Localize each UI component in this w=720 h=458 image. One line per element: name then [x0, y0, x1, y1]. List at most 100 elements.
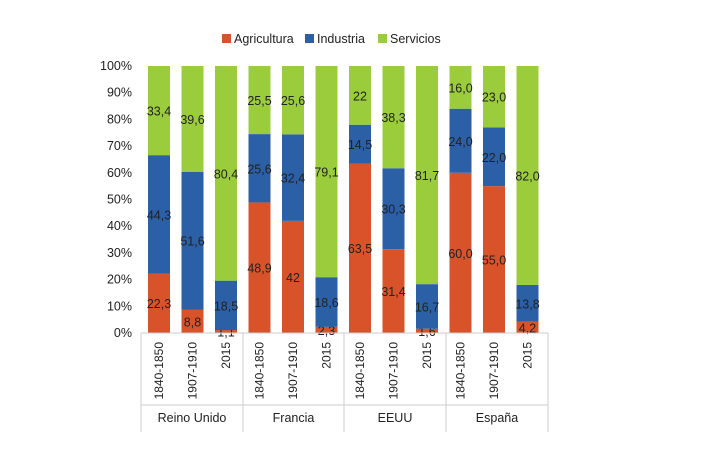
bar-industria [215, 280, 237, 331]
data-label: 44,3 [147, 208, 171, 222]
x-tick-label: 1907-1910 [286, 342, 300, 400]
bar-agricultura [248, 202, 271, 333]
x-tick-label: 1907-1910 [186, 342, 200, 400]
bar-industria [416, 284, 438, 329]
data-label: 82,0 [515, 169, 539, 183]
data-label: 39,6 [180, 113, 204, 127]
bar-industria [315, 277, 338, 327]
data-label: 13,8 [515, 297, 539, 311]
bar-agricultura [382, 249, 405, 333]
data-label: 60,0 [448, 247, 472, 261]
bar-agricultura [416, 328, 438, 333]
y-tick-label: 20% [107, 273, 132, 287]
legend-label: Industria [317, 32, 365, 46]
data-label: 79,1 [314, 166, 338, 180]
data-label: 4,2 [519, 321, 536, 335]
bar-servicios [483, 66, 505, 128]
bar-agricultura [215, 330, 237, 333]
bar-servicios [315, 66, 338, 278]
bar-industria [382, 168, 405, 250]
legend-swatch-industria [305, 34, 314, 43]
data-label: 16,0 [448, 81, 472, 95]
bar-industria [349, 124, 371, 164]
y-tick-label: 50% [107, 193, 132, 207]
data-label: 81,7 [415, 169, 439, 183]
x-tick-label: 1907-1910 [487, 342, 501, 400]
legend-swatch-agricultura [222, 34, 231, 43]
data-label: 14,5 [348, 138, 372, 152]
y-tick-label: 90% [107, 86, 132, 100]
bar-servicios [181, 66, 204, 172]
data-label: 25,6 [247, 162, 271, 176]
data-label: 16,7 [415, 300, 439, 314]
y-tick-label: 100% [100, 59, 132, 73]
x-tick-label: 2015 [420, 342, 434, 369]
y-tick-label: 0% [114, 326, 132, 340]
bar-agricultura [483, 186, 505, 333]
bar-agricultura [148, 273, 170, 333]
bar-agricultura [449, 172, 472, 333]
bar-servicios [282, 66, 304, 135]
data-label: 18,5 [214, 299, 238, 313]
data-label: 38,3 [381, 111, 405, 125]
data-label: 80,4 [214, 167, 238, 181]
bar-servicios [516, 66, 539, 285]
y-tick-label: 70% [107, 139, 132, 153]
bar-agricultura [181, 309, 204, 333]
x-tick-label: 1840-1850 [152, 342, 166, 400]
x-tick-label: 1840-1850 [454, 342, 468, 400]
data-label: 24,0 [448, 135, 472, 149]
data-label: 33,4 [147, 105, 171, 119]
bar-agricultura [516, 321, 539, 333]
data-label: 25,6 [281, 94, 305, 108]
bar-industria [449, 108, 472, 173]
data-label: 48,9 [247, 262, 271, 276]
data-label: 42 [286, 271, 300, 285]
x-tick-label: 2015 [320, 342, 334, 369]
data-label: 8,8 [184, 315, 201, 329]
bar-industria [181, 171, 204, 310]
data-label: 32,4 [281, 172, 305, 186]
group-label: EEUU [378, 411, 413, 425]
bar-agricultura [349, 163, 371, 333]
data-label: 2,3 [318, 324, 335, 338]
x-tick-label: 1907-1910 [387, 342, 401, 400]
y-tick-label: 30% [107, 246, 132, 260]
data-label: 22,3 [147, 297, 171, 311]
bar-servicios [382, 66, 405, 169]
data-label: 22,0 [482, 151, 506, 165]
data-label: 31,4 [381, 285, 405, 299]
bar-industria [148, 155, 170, 274]
group-label: España [476, 411, 518, 425]
legend-swatch-servicios [378, 34, 387, 43]
bar-industria [248, 134, 271, 203]
data-label: 18,6 [314, 296, 338, 310]
y-tick-label: 10% [107, 299, 132, 313]
bar-agricultura [315, 326, 338, 333]
data-label: 25,5 [247, 94, 271, 108]
x-tick-label: 1840-1850 [253, 342, 267, 400]
bar-servicios [349, 66, 371, 125]
bar-servicios [148, 66, 170, 156]
bar-industria [282, 134, 304, 221]
data-label: 63,5 [348, 242, 372, 256]
group-label: Reino Unido [158, 411, 227, 425]
bar-servicios [449, 66, 472, 109]
y-tick-label: 60% [107, 166, 132, 180]
x-tick-label: 1840-1850 [353, 342, 367, 400]
bar-industria [483, 127, 505, 187]
data-label: 55,0 [482, 254, 506, 268]
bar-servicios [215, 66, 237, 281]
legend-label: Servicios [390, 32, 441, 46]
x-tick-label: 2015 [521, 342, 535, 369]
data-label: 30,3 [381, 203, 405, 217]
bar-servicios [416, 66, 438, 285]
x-tick-label: 2015 [219, 342, 233, 369]
bar-servicios [248, 66, 271, 135]
bar-agricultura [282, 220, 304, 333]
data-label: 23,0 [482, 91, 506, 105]
y-tick-label: 40% [107, 219, 132, 233]
y-tick-label: 80% [107, 112, 132, 126]
group-label: Francia [273, 411, 315, 425]
